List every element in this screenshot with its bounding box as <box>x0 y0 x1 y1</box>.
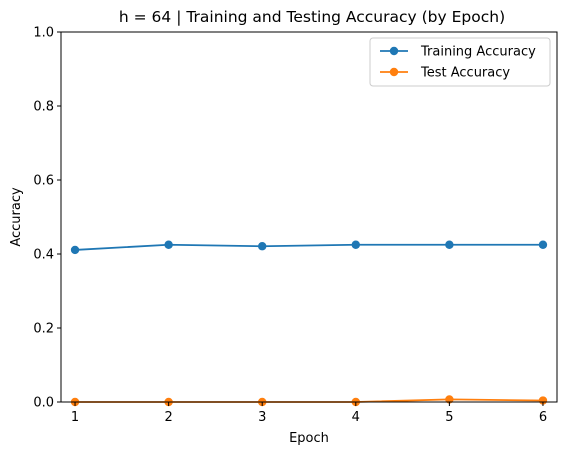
legend: Training Accuracy Test Accuracy <box>369 37 551 87</box>
series-1-point <box>445 240 454 249</box>
y-tick-label: 0.6 <box>33 174 54 189</box>
legend-box <box>369 37 551 87</box>
series-2-point <box>538 396 548 405</box>
legend-label: Training Accuracy <box>420 45 536 60</box>
y-tick-label: 0.2 <box>33 322 54 337</box>
x-tick-label: 3 <box>258 410 266 425</box>
y-axis-label: Accuracy <box>9 187 24 247</box>
plot-area: 1 2 3 4 5 6 0.0 0.2 0.4 0.6 0.8 1.0 <box>33 26 558 425</box>
y-tick-label: 0.4 <box>33 248 54 263</box>
series-1-point <box>258 242 267 251</box>
series-1-point <box>538 240 548 249</box>
legend-swatch-marker <box>389 67 399 77</box>
series-1-point <box>351 240 360 249</box>
x-tick-label: 1 <box>71 410 79 425</box>
x-tick-label: 5 <box>445 410 453 425</box>
x-axis-label: Epoch <box>289 431 329 446</box>
chart-title: h = 64 | Training and Testing Accuracy (… <box>119 8 505 26</box>
series-1-point <box>70 245 80 255</box>
x-tick-label: 6 <box>539 410 547 425</box>
series-1-point <box>164 240 173 249</box>
x-tick-label: 4 <box>352 410 360 425</box>
series-line-1 <box>74 243 543 251</box>
y-tick-label: 0.8 <box>33 100 54 115</box>
legend-swatch-marker <box>389 46 399 56</box>
y-tick-label: 0.0 <box>33 396 54 411</box>
legend-label: Test Accuracy <box>420 66 510 81</box>
y-tick-label: 1.0 <box>33 26 54 41</box>
axes-frame <box>60 31 558 403</box>
x-tick-label: 2 <box>164 410 172 425</box>
